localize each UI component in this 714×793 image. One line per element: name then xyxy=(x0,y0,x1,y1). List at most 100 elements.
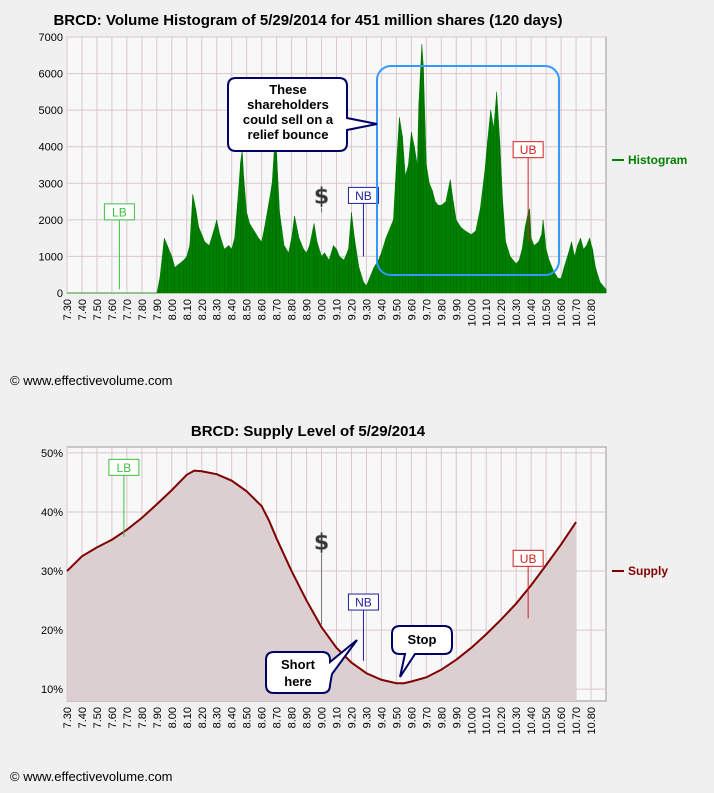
histogram-title: BRCD: Volume Histogram of 5/29/2014 for … xyxy=(53,12,562,29)
y-tick-label: 2000 xyxy=(39,215,63,227)
x-tick-label: 9.50 xyxy=(391,299,403,320)
supply-title: BRCD: Supply Level of 5/29/2014 xyxy=(191,423,426,440)
callout-line-3: could sell on a xyxy=(243,112,334,127)
x-tick-label: 10.70 xyxy=(571,707,583,735)
y-tick-label: 40% xyxy=(41,507,63,519)
x-tick-label: 7.70 xyxy=(122,299,134,320)
nb-marker-label: NB xyxy=(355,596,372,610)
x-tick-label: 7.50 xyxy=(92,299,104,320)
x-tick-label: 8.00 xyxy=(167,299,179,320)
highlight-box xyxy=(376,65,560,276)
x-tick-label: 10.30 xyxy=(511,299,523,327)
y-tick-label: 6000 xyxy=(39,69,63,81)
short-here-line-2: here xyxy=(284,674,311,689)
x-tick-label: 8.50 xyxy=(242,299,254,320)
copyright-bottom: © www.effectivevolume.com xyxy=(10,769,173,784)
copyright-top: © www.effectivevolume.com xyxy=(10,373,173,388)
x-tick-label: 9.10 xyxy=(332,299,344,320)
x-tick-label: 9.10 xyxy=(332,707,344,728)
x-tick-label: 7.60 xyxy=(107,707,119,728)
y-tick-label: 3000 xyxy=(39,178,63,190)
x-tick-label: 10.70 xyxy=(571,299,583,327)
x-tick-label: 7.80 xyxy=(137,707,149,728)
dollar-marker: $ xyxy=(314,531,329,556)
x-tick-label: 9.00 xyxy=(317,299,329,320)
x-tick-label: 7.60 xyxy=(107,299,119,320)
x-tick-label: 8.60 xyxy=(257,707,269,728)
x-tick-label: 10.50 xyxy=(541,299,553,327)
histogram-y-ticks: 0 1000 2000 3000 4000 5000 6000 7000 xyxy=(39,32,63,300)
x-tick-label: 7.50 xyxy=(92,707,104,728)
supply-line xyxy=(66,469,577,685)
x-tick-label: 7.80 xyxy=(137,299,149,320)
x-tick-label: 10.50 xyxy=(541,707,553,735)
x-tick-label: 8.20 xyxy=(197,299,209,320)
supply-x-ticks: 7.30 7.40 7.50 7.60 7.70 7.80 7.90 8.00 8.10 8.20… xyxy=(62,707,598,735)
x-tick-label: 9.30 xyxy=(361,299,373,320)
x-tick-label: 8.40 xyxy=(227,299,239,320)
nb-marker-box xyxy=(347,186,379,204)
x-tick-label: 9.30 xyxy=(361,707,373,728)
supply-legend: Supply xyxy=(612,564,668,578)
x-tick-label: 8.30 xyxy=(212,707,224,728)
x-tick-label: 10.10 xyxy=(481,707,493,735)
callout-line-2: shareholders xyxy=(247,97,329,112)
stop-bubble xyxy=(391,625,453,678)
histogram-legend-label: Histogram xyxy=(628,153,687,167)
nb-marker-box xyxy=(347,593,379,611)
x-tick-label: 7.70 xyxy=(122,707,134,728)
x-tick-label: 9.70 xyxy=(421,299,433,320)
histogram-annotations: LB $ NB UB xyxy=(103,141,544,290)
x-tick-label: 8.90 xyxy=(302,299,314,320)
ub-marker-label: UB xyxy=(520,143,537,157)
x-tick-label: 8.30 xyxy=(212,299,224,320)
y-tick-label: 0 xyxy=(57,288,63,300)
x-tick-label: 10.20 xyxy=(496,299,508,327)
supply-legend-label: Supply xyxy=(628,564,668,578)
x-tick-label: 8.10 xyxy=(182,707,194,728)
x-tick-label: 8.60 xyxy=(257,299,269,320)
stop-callout: Stop xyxy=(391,625,453,678)
x-tick-label: 7.40 xyxy=(77,707,89,728)
supply-area xyxy=(67,470,577,701)
x-tick-label: 9.90 xyxy=(451,299,463,320)
stop-label: Stop xyxy=(408,632,437,647)
lb-marker-box xyxy=(108,458,140,476)
x-tick-label: 9.40 xyxy=(376,299,388,320)
ub-marker-box xyxy=(512,141,544,159)
x-tick-label: 10.40 xyxy=(526,299,538,327)
callout-line-4: relief bounce xyxy=(248,127,329,142)
x-tick-label: 8.50 xyxy=(242,707,254,728)
x-tick-label: 10.00 xyxy=(466,707,478,735)
x-tick-label: 8.90 xyxy=(302,707,314,728)
x-tick-label: 9.40 xyxy=(376,707,388,728)
x-tick-label: 7.90 xyxy=(152,707,164,728)
supply-chart: BRCD: Supply Level of 5/29/2014 10% 20% 30… xyxy=(10,423,668,784)
x-tick-label: 10.20 xyxy=(496,707,508,735)
short-here-callout: Short here xyxy=(265,639,358,694)
x-tick-label: 8.80 xyxy=(287,299,299,320)
x-tick-label: 9.80 xyxy=(436,299,448,320)
x-tick-label: 10.00 xyxy=(466,299,478,327)
histogram-x-ticks: 7.30 7.40 7.50 7.60 7.70 7.80 7.90 8.00 8.10 8.20… xyxy=(62,299,598,327)
ub-marker-label: UB xyxy=(520,552,537,566)
x-tick-label: 10.10 xyxy=(481,299,493,327)
supply-annotations: LB $ NB UB xyxy=(108,458,544,661)
y-tick-label: 5000 xyxy=(39,105,63,117)
x-tick-label: 10.40 xyxy=(526,707,538,735)
ub-marker-box xyxy=(512,549,544,567)
dollar-marker: $ xyxy=(314,185,329,210)
x-tick-label: 8.70 xyxy=(272,299,284,320)
x-tick-label: 8.10 xyxy=(182,299,194,320)
nb-marker-label: NB xyxy=(355,189,372,203)
histogram-callout: These shareholders could sell on a relie… xyxy=(227,77,378,152)
x-tick-label: 9.90 xyxy=(451,707,463,728)
x-tick-label: 8.70 xyxy=(272,707,284,728)
x-tick-label: 10.30 xyxy=(511,707,523,735)
x-tick-label: 7.30 xyxy=(62,707,74,728)
y-tick-label: 20% xyxy=(41,625,63,637)
x-tick-label: 9.70 xyxy=(421,707,433,728)
y-tick-label: 4000 xyxy=(39,142,63,154)
x-tick-label: 9.60 xyxy=(406,707,418,728)
